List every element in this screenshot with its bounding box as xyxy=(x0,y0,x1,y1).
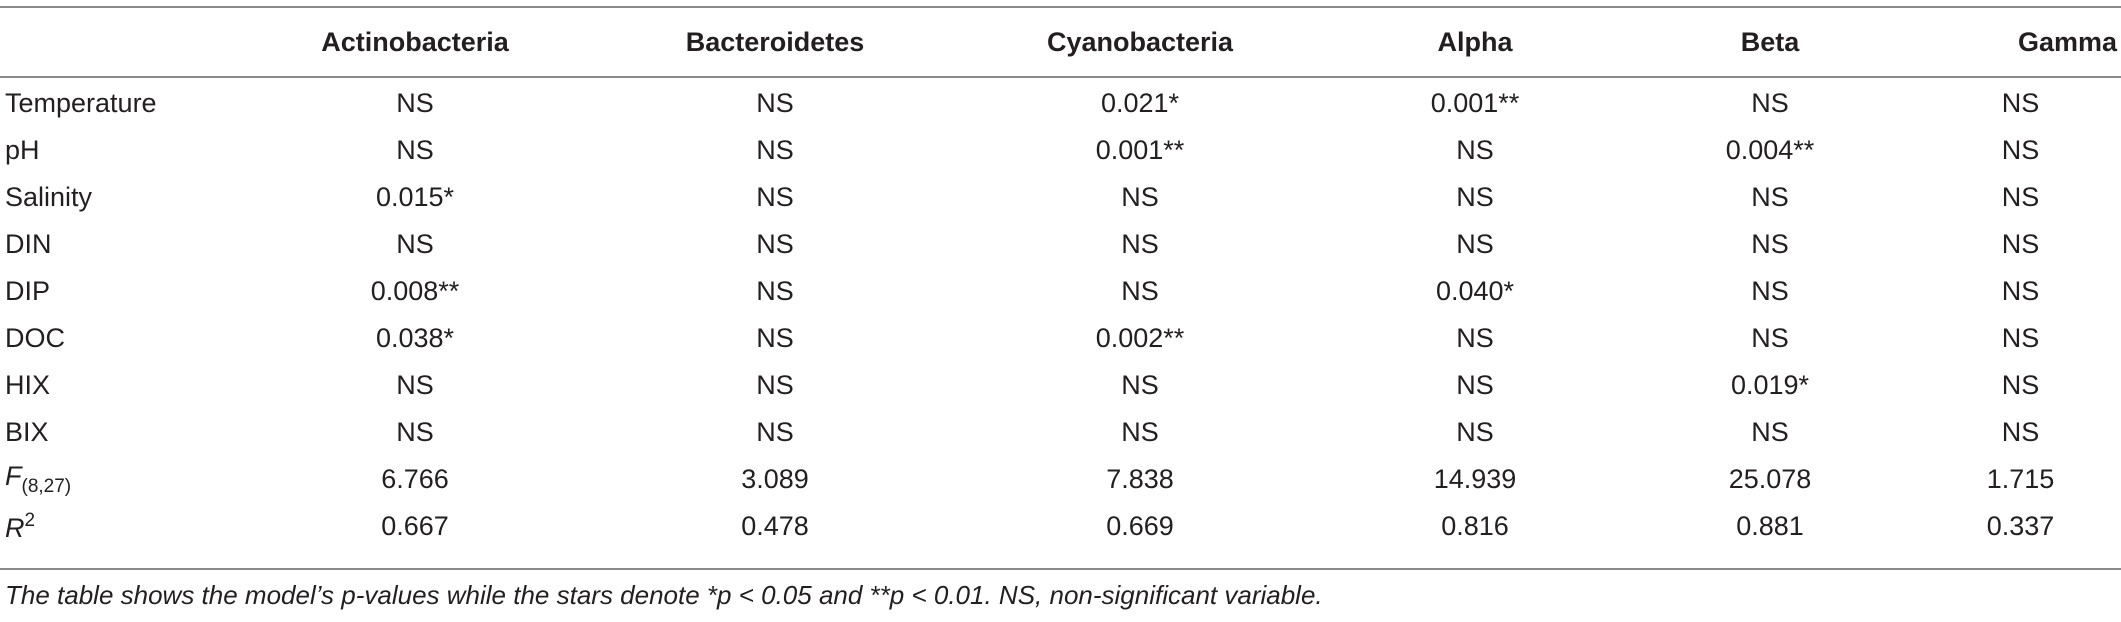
table-cell: 25.078 xyxy=(1728,464,1812,494)
table-cell: 0.669 xyxy=(1106,511,1174,541)
column-header: Alpha xyxy=(1437,26,1513,57)
table-cell: NS xyxy=(756,182,794,212)
table-cell: NS xyxy=(396,135,434,165)
table-cell: NS xyxy=(396,417,434,447)
table-cell: NS xyxy=(1456,417,1494,447)
table-cell: 0.667 xyxy=(381,511,449,541)
table-cell: NS xyxy=(756,323,794,353)
row-label: HIX xyxy=(5,370,51,400)
table-cell: NS xyxy=(756,417,794,447)
row-label-f-statistic: F(8,27) xyxy=(0,456,230,503)
table-row: Temperature NS NS 0.021* 0.001** NS NS xyxy=(0,76,2121,127)
table-header-rule xyxy=(0,76,2121,78)
table-cell: 0.881 xyxy=(1736,511,1804,541)
table-cell: NS xyxy=(2001,276,2040,306)
table-cell: NS xyxy=(396,370,434,400)
table-cell: NS xyxy=(1751,182,1789,212)
column-header xyxy=(0,8,230,76)
table-cell: NS xyxy=(2001,135,2040,165)
regression-table: Actinobacteria Bacteroidetes Cyanobacter… xyxy=(0,8,2121,550)
table-caption: The table shows the model’s p-values whi… xyxy=(5,580,1323,610)
table-cell: NS xyxy=(1456,370,1494,400)
table-cell: NS xyxy=(1751,229,1789,259)
row-label: Temperature xyxy=(5,88,157,118)
f-degrees-of-freedom: (8,27) xyxy=(21,476,72,497)
table-row: F(8,27) 6.766 3.089 7.838 14.939 25.078 … xyxy=(0,456,2121,503)
column-header: Gamma xyxy=(2018,26,2118,57)
table-cell: 0.001** xyxy=(1430,88,1520,118)
table-cell: NS xyxy=(1121,276,1159,306)
table-cell: NS xyxy=(756,88,794,118)
table-cell: NS xyxy=(756,276,794,306)
table-bottom-rule xyxy=(0,568,2121,570)
table-cell: NS xyxy=(2001,229,2040,259)
table-cell: 0.019* xyxy=(1730,370,1810,400)
table-cell: 0.008** xyxy=(370,276,460,306)
table-cell: NS xyxy=(2001,370,2040,400)
row-label: DIN xyxy=(5,229,52,259)
column-header: Actinobacteria xyxy=(321,26,509,57)
table-cell: NS xyxy=(2001,323,2040,353)
r-symbol: R xyxy=(5,512,25,543)
table-cell: 7.838 xyxy=(1106,464,1174,494)
r-exponent: 2 xyxy=(24,509,36,531)
table-cell: NS xyxy=(1456,135,1494,165)
table-row: R2 0.667 0.478 0.669 0.816 0.881 0.337 xyxy=(0,503,2121,550)
table-row: BIX NS NS NS NS NS NS xyxy=(0,409,2121,456)
table-cell: 0.001** xyxy=(1095,135,1185,165)
table-cell: NS xyxy=(1121,182,1159,212)
table-cell: NS xyxy=(1456,229,1494,259)
table-cell: 0.337 xyxy=(1986,511,2055,541)
column-header: Beta xyxy=(1740,26,1800,57)
header-row: Actinobacteria Bacteroidetes Cyanobacter… xyxy=(0,8,2121,76)
table-row: HIX NS NS NS NS 0.019* NS xyxy=(0,362,2121,409)
column-header: Cyanobacteria xyxy=(1046,26,1234,57)
row-label-r-squared: R2 xyxy=(0,503,230,550)
table-cell: NS xyxy=(396,88,434,118)
table-cell: 0.038* xyxy=(375,323,455,353)
table-cell: 0.002** xyxy=(1095,323,1185,353)
row-label: pH xyxy=(5,135,40,165)
table-cell: NS xyxy=(1121,370,1159,400)
table-cell: NS xyxy=(756,135,794,165)
table-row: DIP 0.008** NS NS 0.040* NS NS xyxy=(0,268,2121,315)
table-row: DIN NS NS NS NS NS NS xyxy=(0,221,2121,268)
row-label: DIP xyxy=(5,276,51,306)
table-cell: NS xyxy=(1121,229,1159,259)
table-cell: NS xyxy=(2001,182,2040,212)
table-cell: 0.004** xyxy=(1725,135,1815,165)
table-cell: 0.478 xyxy=(741,511,809,541)
table-cell: 0.816 xyxy=(1441,511,1509,541)
table-cell: 14.939 xyxy=(1433,464,1517,494)
table-row: pH NS NS 0.001** NS 0.004** NS xyxy=(0,127,2121,174)
table-cell: 6.766 xyxy=(381,464,449,494)
table-cell: NS xyxy=(2001,417,2040,447)
table-top-rule xyxy=(0,6,2121,8)
table-cell: NS xyxy=(1121,417,1159,447)
table-cell: NS xyxy=(396,229,434,259)
table-cell: NS xyxy=(1751,323,1789,353)
column-header: Bacteroidetes xyxy=(685,26,865,57)
table-cell: NS xyxy=(1751,417,1789,447)
table-cell: NS xyxy=(756,229,794,259)
table-row: Salinity 0.015* NS NS NS NS NS xyxy=(0,174,2121,221)
table-cell: 0.021* xyxy=(1100,88,1180,118)
table-cell: NS xyxy=(1456,323,1494,353)
table-cell: 0.040* xyxy=(1435,276,1515,306)
row-label: Salinity xyxy=(5,182,93,212)
f-symbol: F xyxy=(5,461,22,491)
table-cell: NS xyxy=(1751,88,1789,118)
table-cell: NS xyxy=(1456,182,1494,212)
table-row: DOC 0.038* NS 0.002** NS NS NS xyxy=(0,315,2121,362)
table-cell: 0.015* xyxy=(375,182,455,212)
table-cell: NS xyxy=(2001,88,2040,118)
row-label: BIX xyxy=(5,417,49,447)
table-cell: 3.089 xyxy=(741,464,809,494)
row-label: DOC xyxy=(5,323,65,353)
table-cell: NS xyxy=(1751,276,1789,306)
table-cell: 1.715 xyxy=(1986,464,2055,494)
table-cell: NS xyxy=(756,370,794,400)
